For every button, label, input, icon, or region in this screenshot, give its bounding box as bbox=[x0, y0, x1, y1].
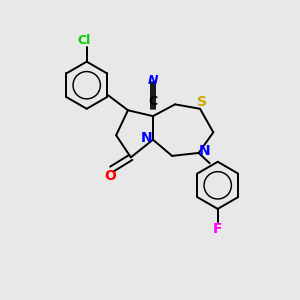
Text: C: C bbox=[148, 95, 158, 108]
Text: S: S bbox=[196, 95, 206, 109]
Text: N: N bbox=[148, 74, 158, 87]
Text: N: N bbox=[199, 145, 211, 158]
Text: O: O bbox=[104, 169, 116, 183]
Text: Cl: Cl bbox=[77, 34, 90, 47]
Text: F: F bbox=[213, 222, 223, 236]
Text: N: N bbox=[141, 131, 152, 145]
